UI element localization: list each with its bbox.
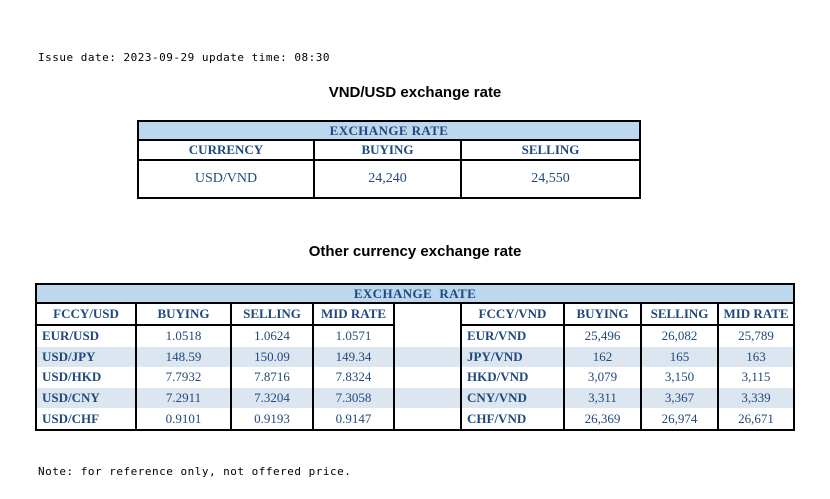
- selling-rate-cell: 7.8716: [232, 367, 314, 388]
- buying-rate-cell: 1.0518: [137, 326, 232, 347]
- selling-rate-cell: 0.9193: [232, 408, 314, 429]
- column-header-mid-rate: MID RATE: [314, 304, 395, 326]
- mid-rate-cell: 26,671: [738, 410, 774, 426]
- selling-rate-cell: 3,367: [642, 387, 719, 409]
- column-header-buying: BUYING: [565, 304, 642, 326]
- column-header-fccy-usd: FCCY/USD: [37, 304, 137, 326]
- mid-rate-cell: 149.34: [314, 346, 395, 368]
- column-header-buying: BUYING: [315, 141, 462, 161]
- currency-pair-cell: CHF/VND: [462, 408, 565, 429]
- spacer-cell: [395, 387, 462, 409]
- selling-rate-cell: 7.3204: [232, 387, 314, 409]
- mid-rate-cell: 3,115: [741, 369, 771, 385]
- selling-rate-cell: 1.0624: [232, 326, 314, 347]
- currency-pair-cell: USD/JPY: [37, 346, 137, 368]
- mid-rate-cell: 7.8324: [314, 367, 395, 388]
- buying-rate-cell: 3,079: [565, 367, 642, 388]
- mid-rate-cell: 163: [719, 346, 793, 368]
- spacer-cell: [395, 326, 462, 347]
- currency-pair-cell: HKD/VND: [462, 367, 565, 388]
- mid-rate-cell: 3,339: [719, 387, 793, 409]
- table-banner: EXCHANGE RATE: [139, 122, 639, 141]
- spacer-cell: [395, 408, 462, 429]
- usd-exchange-rate-table: EXCHANGE RATE CURRENCY BUYING SELLING US…: [137, 120, 641, 199]
- currency-pair-cell: USD/CHF: [37, 408, 137, 429]
- currency-pair-cell: EUR/USD: [37, 326, 137, 347]
- mid-rate-cell: 7.3058: [314, 387, 395, 409]
- buying-rate-cell: 26,369: [565, 408, 642, 429]
- note-line: Note: for reference only, not offered pr…: [38, 465, 352, 478]
- currency-pair-cell: USD/VND: [139, 161, 315, 197]
- column-header-selling: SELLING: [232, 304, 314, 326]
- table-banner: EXCHANGE RATE: [37, 285, 793, 304]
- column-header-currency: CURRENCY: [139, 141, 315, 161]
- selling-rate-cell: 26,974: [642, 408, 719, 429]
- mid-rate-cell: 0.9147: [314, 408, 395, 429]
- column-header-fccy-vnd: FCCY/VND: [462, 304, 565, 326]
- currency-pair-cell: JPY/VND: [462, 346, 565, 368]
- mid-rate-cell: 1.0571: [314, 326, 395, 347]
- currency-pair-cell: CNY/VND: [462, 387, 565, 409]
- column-header-mid-rate: MID RATE: [719, 304, 793, 326]
- currency-pair-cell: USD/HKD: [37, 367, 137, 388]
- currency-pair-cell: USD/CNY: [37, 387, 137, 409]
- buying-rate-cell: 3,311: [565, 387, 642, 409]
- other-exchange-rate-table: EXCHANGE RATE FCCY/USD BUYING SELLING MI…: [35, 283, 795, 431]
- currency-pair-cell: EUR/VND: [462, 326, 565, 347]
- selling-rate-cell: 150.09: [232, 346, 314, 368]
- issue-date-line: Issue date: 2023-09-29 update time: 08:3…: [38, 51, 331, 64]
- spacer-cell: [395, 367, 462, 388]
- selling-rate-cell: 24,550: [531, 171, 570, 186]
- other-table-title: Other currency exchange rate: [308, 243, 522, 260]
- buying-rate-cell: 7.7932: [137, 367, 232, 388]
- selling-rate-cell: 165: [642, 346, 719, 368]
- spacer-cell: [395, 346, 462, 368]
- buying-rate-cell: 25,496: [565, 326, 642, 347]
- column-header-buying: BUYING: [137, 304, 232, 326]
- mid-rate-cell: 25,789: [738, 328, 774, 344]
- selling-rate-cell: 3,150: [642, 367, 719, 388]
- selling-rate-cell: 26,082: [642, 326, 719, 347]
- buying-rate-cell: 162: [565, 346, 642, 368]
- buying-rate-cell: 24,240: [315, 161, 462, 197]
- buying-rate-cell: 0.9101: [137, 408, 232, 429]
- buying-rate-cell: 148.59: [137, 346, 232, 368]
- column-header-selling: SELLING: [462, 141, 639, 161]
- column-header-selling: SELLING: [642, 304, 719, 326]
- usd-table-title: VND/USD exchange rate: [328, 84, 502, 101]
- spacer-cell: [395, 304, 462, 326]
- buying-rate-cell: 7.2911: [137, 387, 232, 409]
